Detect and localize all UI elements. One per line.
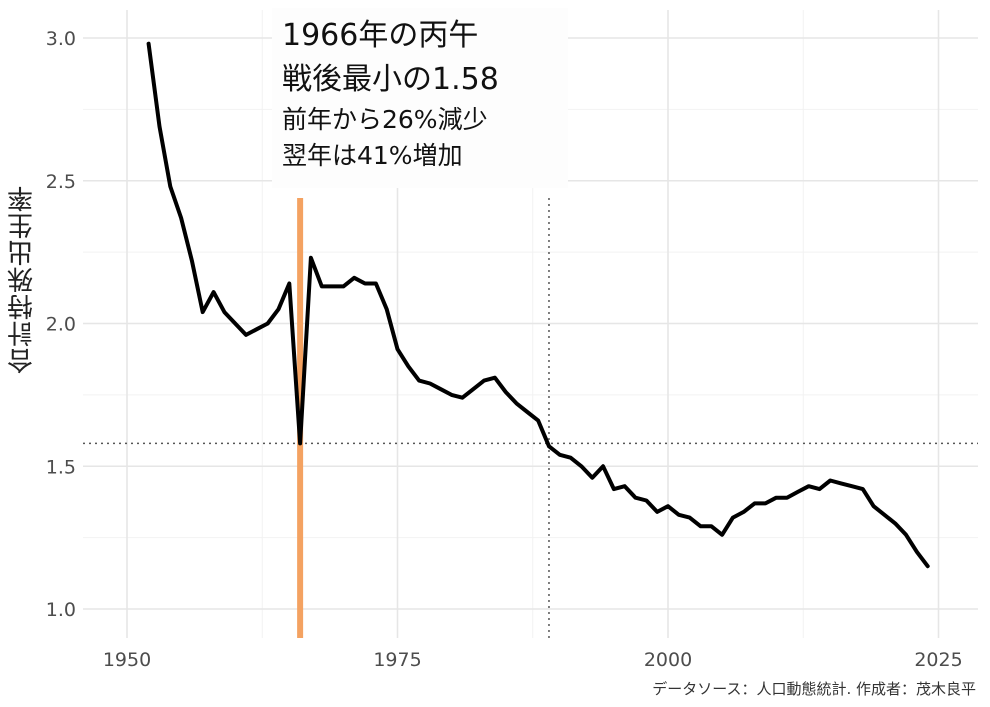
annotation-line-1: 1966年の丙午: [282, 18, 479, 53]
annotation-line-3: 前年から26%減少: [282, 105, 488, 134]
y-tick-label: 1.0: [46, 599, 76, 621]
annotation-line-4: 翌年は41%増加: [282, 141, 463, 170]
y-tick-label: 3.0: [46, 28, 76, 50]
x-tick-label: 1975: [373, 649, 421, 671]
annotation-box: 1966年の丙午 戦後最小の1.58 前年から26%減少 翌年は41%増加: [272, 8, 568, 188]
x-tick-label: 1950: [103, 649, 151, 671]
annotation-line-2: 戦後最小の1.58: [282, 62, 499, 97]
x-tick-label: 2025: [914, 649, 962, 671]
series-line-tfr: [146, 41, 930, 569]
source-caption: データソース：人口動態統計. 作成者：茂木良平: [652, 680, 976, 698]
y-tick-label: 1.5: [46, 456, 76, 478]
y-tick-label: 2.5: [46, 171, 76, 193]
y-axis-title: 合計特殊出生率: [7, 185, 38, 375]
x-tick-label: 2000: [644, 649, 692, 671]
y-tick-label: 2.0: [46, 314, 76, 336]
